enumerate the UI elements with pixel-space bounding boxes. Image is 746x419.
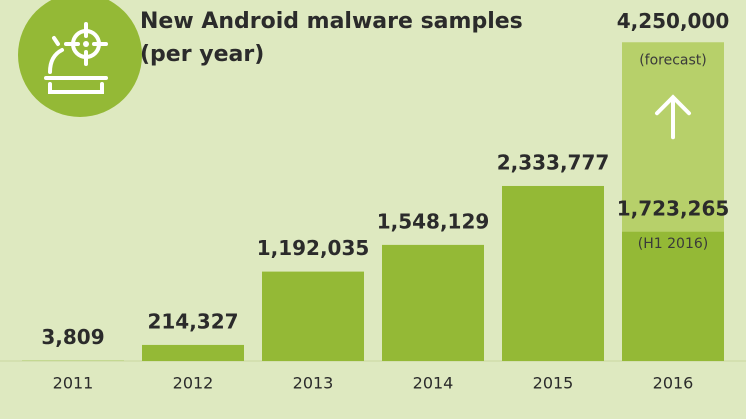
chart-subtitle: (per year)	[140, 42, 264, 67]
x-tick-label: 2013	[293, 374, 334, 393]
forecast-arrow	[655, 94, 691, 140]
value-label: 2,333,777	[497, 150, 610, 174]
bar	[382, 244, 484, 361]
bar	[262, 271, 364, 361]
value-label: 1,192,035	[257, 236, 370, 260]
forecast-note: (forecast)	[639, 52, 707, 68]
bar	[502, 185, 604, 361]
value-label: 3,809	[41, 325, 104, 349]
forecast-label: 4,250,000	[617, 9, 730, 33]
android-icon	[18, 0, 142, 117]
chart-title: New Android malware samples	[140, 9, 523, 34]
x-tick-label: 2011	[53, 374, 94, 393]
x-tick-label: 2016	[653, 374, 694, 393]
x-tick-label: 2012	[173, 374, 214, 393]
value-label: 214,327	[147, 309, 238, 333]
value-label: 1,548,129	[377, 209, 490, 233]
bar	[622, 231, 724, 361]
value-note: (H1 2016)	[638, 236, 708, 252]
x-tick-label: 2015	[533, 374, 574, 393]
x-tick-label: 2014	[413, 374, 454, 393]
bar	[142, 344, 244, 361]
value-label: 1,723,265	[617, 196, 730, 220]
